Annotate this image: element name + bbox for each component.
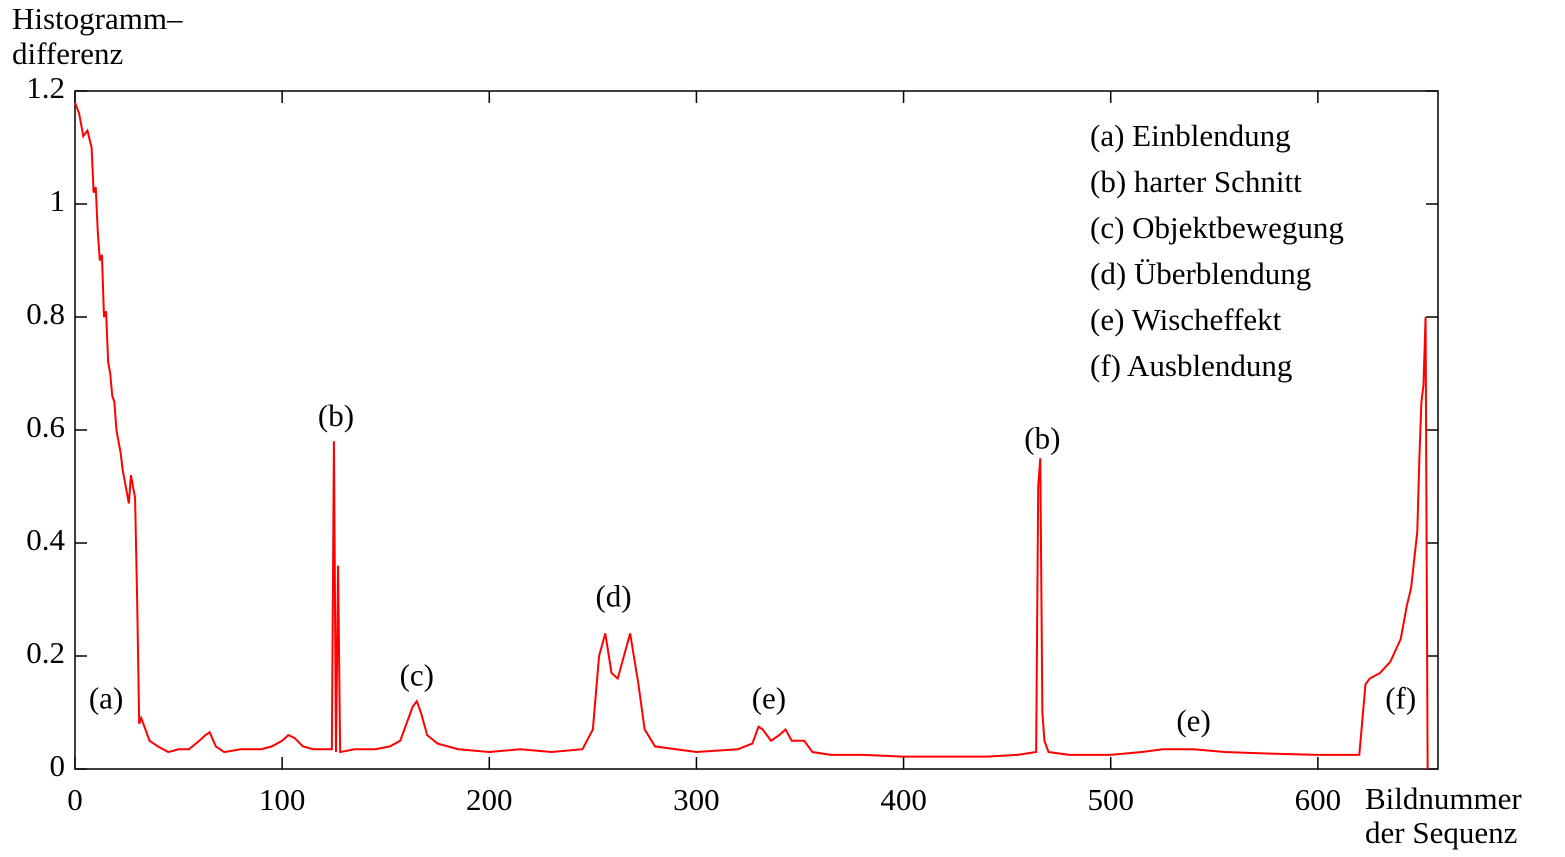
- x-tick-label: 300: [673, 782, 720, 817]
- annotation: (e): [1176, 703, 1210, 738]
- x-tick-label: 200: [466, 782, 513, 817]
- legend-entry: (c) Objektbewegung: [1090, 210, 1344, 245]
- data-line: [74, 101, 1429, 770]
- y-tick-label: 0.2: [26, 635, 65, 670]
- annotation: (a): [89, 680, 123, 715]
- x-tick-label: 0: [67, 782, 83, 817]
- legend-entry: (f) Ausblendung: [1090, 348, 1292, 383]
- annotation: (e): [752, 680, 786, 715]
- y-tick-label: 1: [50, 183, 66, 218]
- x-axis-label: Bildnummer: [1365, 781, 1522, 816]
- annotation: (b): [1024, 420, 1060, 455]
- y-axis-label: differenz: [12, 36, 123, 71]
- annotation: (d): [595, 579, 631, 614]
- annotation: (c): [400, 658, 434, 693]
- y-tick-label: 1.2: [26, 70, 65, 105]
- y-tick-label: 0: [50, 748, 66, 783]
- y-tick-label: 0.4: [26, 522, 65, 557]
- y-axis-label: Histogramm–: [12, 1, 183, 36]
- x-tick-label: 400: [880, 782, 927, 817]
- legend-entry: (b) harter Schnitt: [1090, 164, 1302, 199]
- y-tick-label: 0.6: [26, 409, 65, 444]
- x-axis-label: der Sequenz: [1365, 815, 1517, 850]
- legend-entry: (d) Überblendung: [1090, 256, 1311, 291]
- legend-entry: (e) Wischeffekt: [1090, 302, 1282, 337]
- y-tick-label: 0.8: [26, 296, 65, 331]
- x-tick-label: 500: [1087, 782, 1134, 817]
- legend-entry: (a) Einblendung: [1090, 118, 1291, 153]
- annotation: (b): [318, 398, 354, 433]
- annotation: (f): [1385, 680, 1416, 715]
- x-tick-label: 600: [1295, 782, 1342, 817]
- x-tick-label: 100: [259, 782, 306, 817]
